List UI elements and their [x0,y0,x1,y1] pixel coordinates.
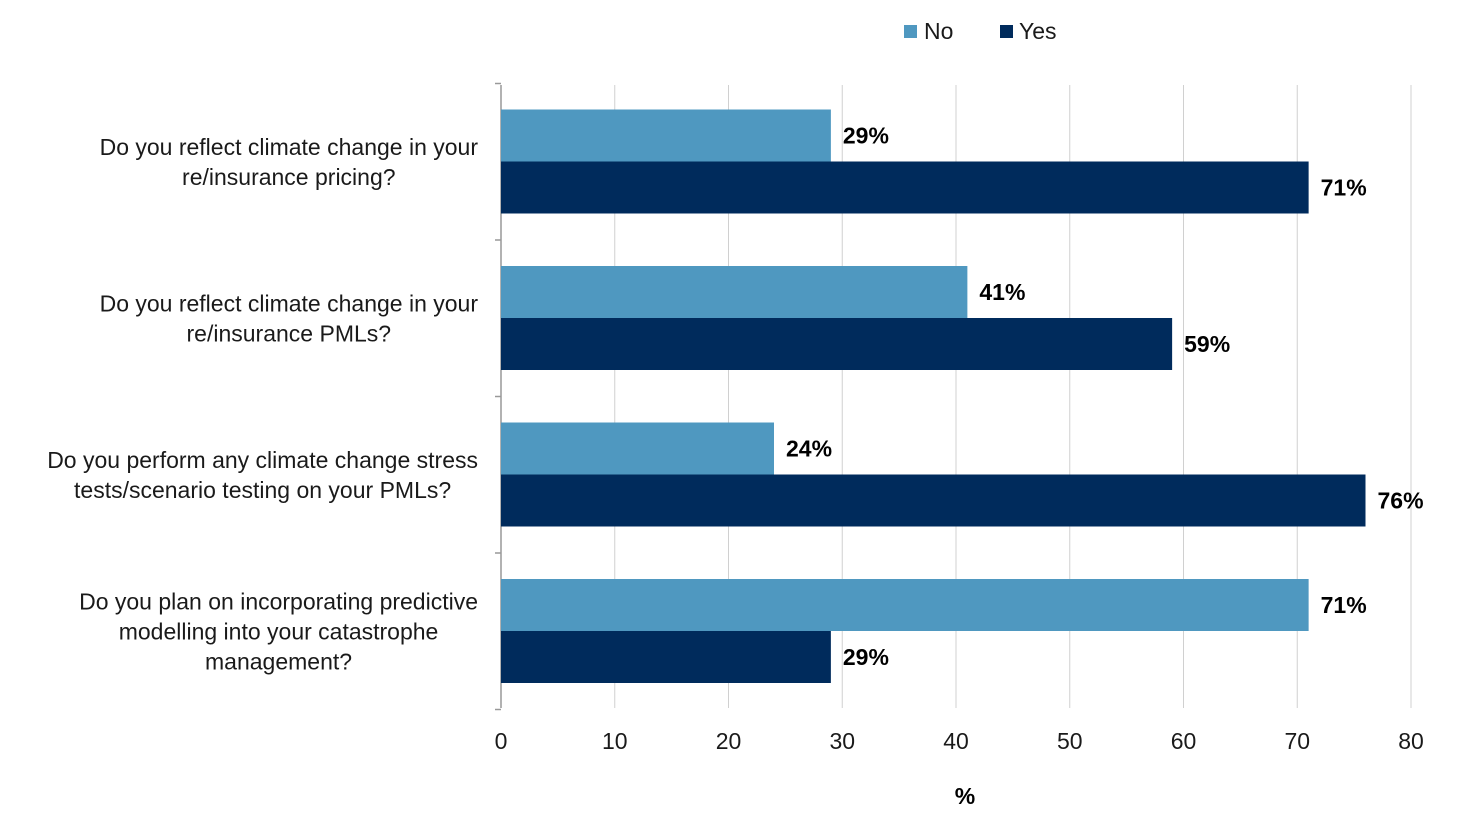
bar-no [501,422,774,475]
data-label-no: 24% [786,436,832,462]
x-axis-title: % [955,783,975,809]
legend-label-yes: Yes [1019,18,1057,44]
x-tick-label: 60 [1171,728,1197,754]
x-tick-label: 40 [943,728,969,754]
bar-yes [501,474,1366,527]
category-label: Do you perform any climate change stress… [47,447,478,503]
data-label-no: 29% [843,123,889,149]
bars [501,109,1366,683]
bar-no [501,579,1309,631]
x-tick-label: 0 [495,728,508,754]
bar-yes [501,161,1309,214]
category-label: Do you reflect climate change in your re/… [100,290,479,346]
x-tick-label: 70 [1284,728,1310,754]
bar-no [501,266,968,318]
bar-yes [501,318,1173,370]
bar-no [501,109,831,162]
category-labels: Do you reflect climate change in your re/… [47,134,478,675]
x-tick-label: 10 [602,728,628,754]
x-tick-label: 50 [1057,728,1083,754]
data-label-yes: 76% [1378,488,1424,514]
data-label-no: 41% [979,279,1025,305]
legend: No Yes [904,18,1057,44]
bar-yes [501,631,831,683]
legend-swatch-no [904,25,917,38]
data-label-yes: 59% [1184,331,1230,357]
legend-swatch-yes [1000,25,1013,38]
data-labels: 29% 71% 41% 59% 24% 76% 71% 29% [786,123,1424,671]
legend-label-no: No [924,18,953,44]
data-label-yes: 71% [1321,175,1367,201]
x-tick-label: 30 [829,728,855,754]
y-axis [495,82,502,711]
x-tick-label: 80 [1398,728,1424,754]
x-tick-labels: 0 10 20 30 40 50 60 70 80 [495,728,1424,754]
data-label-yes: 29% [843,644,889,670]
data-label-no: 71% [1321,592,1367,618]
x-tick-label: 20 [716,728,742,754]
category-label: Do you plan on incorporating predictive m… [79,588,478,674]
category-label: Do you reflect climate change in your re/… [100,134,479,190]
